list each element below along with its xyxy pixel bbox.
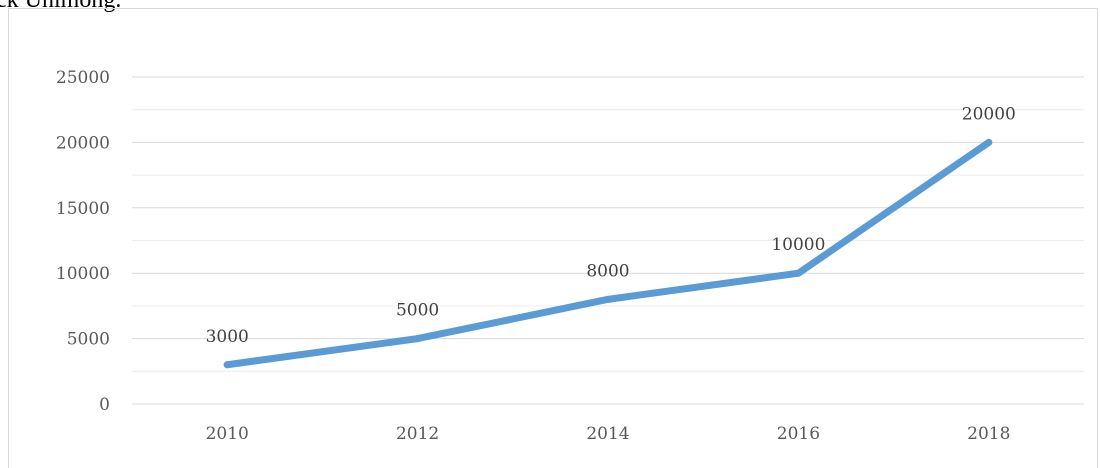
x-tick-label: 2012 bbox=[396, 424, 439, 444]
x-axis: 0 5000 10000 15000 20000 25000 2010 2012 2014 201… bbox=[56, 68, 1084, 444]
data-labels: 3000 5000 8000 10000 20000 bbox=[206, 104, 1016, 346]
y-tick-label: 5000 bbox=[67, 330, 110, 350]
caption-text: ck Unimong. bbox=[0, 0, 122, 13]
data-label: 10000 bbox=[771, 235, 825, 255]
series-line bbox=[223, 138, 993, 369]
data-point bbox=[223, 361, 231, 369]
data-label: 5000 bbox=[396, 301, 439, 321]
y-tick-label: 25000 bbox=[56, 68, 110, 88]
x-tick-label: 2016 bbox=[777, 424, 820, 444]
data-label: 20000 bbox=[962, 104, 1016, 124]
y-tick-label: 10000 bbox=[56, 264, 110, 284]
x-tick-label: 2010 bbox=[206, 424, 249, 444]
data-label: 3000 bbox=[206, 327, 249, 347]
y-tick-label: 20000 bbox=[56, 133, 110, 153]
y-tick-label: 15000 bbox=[56, 199, 110, 219]
gridlines bbox=[132, 76, 1084, 372]
data-point bbox=[604, 295, 612, 303]
data-point bbox=[985, 138, 993, 146]
data-point bbox=[414, 335, 422, 343]
chart-frame bbox=[8, 8, 1098, 468]
x-tick-label: 2014 bbox=[586, 424, 629, 444]
data-point bbox=[794, 269, 802, 277]
y-tick-label: 0 bbox=[99, 395, 110, 415]
series-layer bbox=[223, 138, 993, 369]
data-label: 8000 bbox=[586, 261, 629, 281]
x-tick-label: 2018 bbox=[967, 424, 1010, 444]
